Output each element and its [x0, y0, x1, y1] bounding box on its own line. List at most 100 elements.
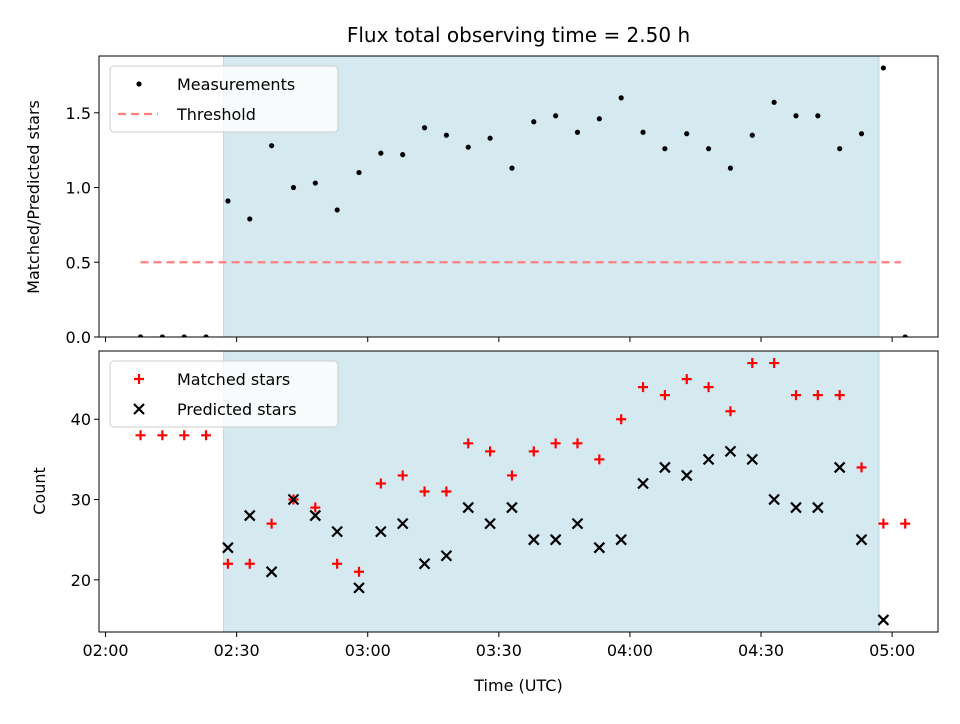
data-point [440, 549, 453, 562]
legend-label: Threshold [176, 105, 256, 124]
data-point [509, 165, 515, 171]
series-predicted-stars [222, 445, 890, 626]
series-measurements [137, 65, 908, 337]
data-point [443, 132, 449, 138]
data-point [356, 169, 362, 176]
top-plot-area: 0.0 0.5 1.0 1.5 Measurements Threshold [66, 55, 939, 347]
data-point [225, 198, 231, 204]
data-point [487, 135, 493, 141]
data-point [659, 461, 671, 474]
data-point [855, 533, 868, 546]
data-point [684, 131, 690, 137]
data-point [837, 146, 843, 152]
data-point [485, 446, 496, 457]
bottom-plot-area: 20 30 40 02:00 02:30 03:00 03:30 04:00 04:30 05:0… [71, 350, 939, 660]
bottom-y-axis-label: Count [30, 467, 49, 515]
data-point [637, 477, 649, 490]
x-tick-label: 04:00 [607, 641, 653, 660]
data-point [640, 129, 646, 135]
data-point [441, 486, 452, 497]
y-tick-label: 1.0 [66, 179, 91, 198]
data-point [179, 430, 190, 441]
x-tick-label: 02:00 [83, 641, 129, 660]
data-point [312, 180, 318, 186]
data-point [528, 533, 540, 546]
data-point [616, 414, 627, 425]
data-point [290, 184, 297, 191]
data-point [790, 501, 802, 514]
chart-title: Flux total observing time = 2.50 h [347, 23, 690, 47]
legend-box [109, 360, 339, 428]
data-point [662, 146, 668, 152]
legend-box [109, 65, 339, 133]
data-point [354, 566, 365, 577]
data-point [463, 438, 474, 449]
data-point [790, 390, 801, 401]
data-point [484, 517, 496, 530]
data-point [769, 358, 780, 369]
data-point [506, 470, 517, 481]
data-point [396, 517, 409, 530]
data-point [375, 525, 387, 538]
data-point [135, 430, 146, 441]
data-point [571, 517, 584, 530]
top-y-axis-label: Matched/Predicted stars [24, 100, 43, 294]
y-tick-label: 20 [71, 571, 91, 590]
data-point [378, 150, 384, 156]
bottom-axes-frame [98, 350, 939, 633]
data-point [332, 558, 343, 569]
data-point [550, 438, 561, 449]
data-point [902, 334, 908, 337]
data-point [419, 486, 430, 497]
series-matched-stars [135, 358, 911, 577]
data-point [815, 113, 821, 119]
data-point [462, 501, 475, 514]
data-point [203, 334, 209, 337]
data-point [659, 390, 670, 401]
data-point [244, 558, 255, 569]
data-point [749, 132, 755, 138]
data-point [421, 125, 428, 131]
top-legend: Measurements Threshold [109, 65, 339, 133]
data-point [727, 165, 734, 171]
data-point [680, 469, 693, 482]
data-point [201, 430, 212, 441]
data-point [858, 131, 865, 137]
data-point [725, 406, 736, 417]
data-point [593, 541, 606, 554]
data-point [574, 129, 581, 135]
data-point [856, 462, 867, 473]
data-point [746, 453, 759, 466]
legend-label: Matched stars [177, 370, 290, 389]
data-point [596, 116, 602, 122]
data-point [900, 518, 911, 529]
legend-swatch [134, 374, 144, 384]
data-point [618, 95, 624, 101]
data-point [528, 446, 539, 457]
legend-label: Measurements [177, 75, 295, 94]
x-tick-label: 02:30 [214, 641, 260, 660]
y-tick-label: 40 [71, 410, 91, 429]
data-point [465, 144, 471, 150]
data-point [397, 470, 408, 481]
data-point [287, 493, 300, 506]
data-point [157, 430, 168, 441]
data-point [877, 614, 890, 626]
data-point [681, 374, 692, 385]
data-point [309, 509, 322, 522]
data-point [222, 541, 234, 554]
data-point [834, 390, 845, 401]
x-tick-label: 03:30 [476, 641, 522, 660]
data-point [615, 533, 627, 546]
data-point [334, 207, 340, 213]
data-point [747, 358, 758, 369]
data-point [265, 566, 278, 578]
data-point [159, 334, 165, 337]
data-point [702, 453, 715, 466]
legend-swatch [133, 403, 145, 415]
y-tick-label: 1.5 [66, 104, 91, 123]
data-point [878, 518, 889, 529]
data-point [181, 334, 187, 337]
data-point [310, 502, 321, 513]
data-point [375, 478, 386, 489]
